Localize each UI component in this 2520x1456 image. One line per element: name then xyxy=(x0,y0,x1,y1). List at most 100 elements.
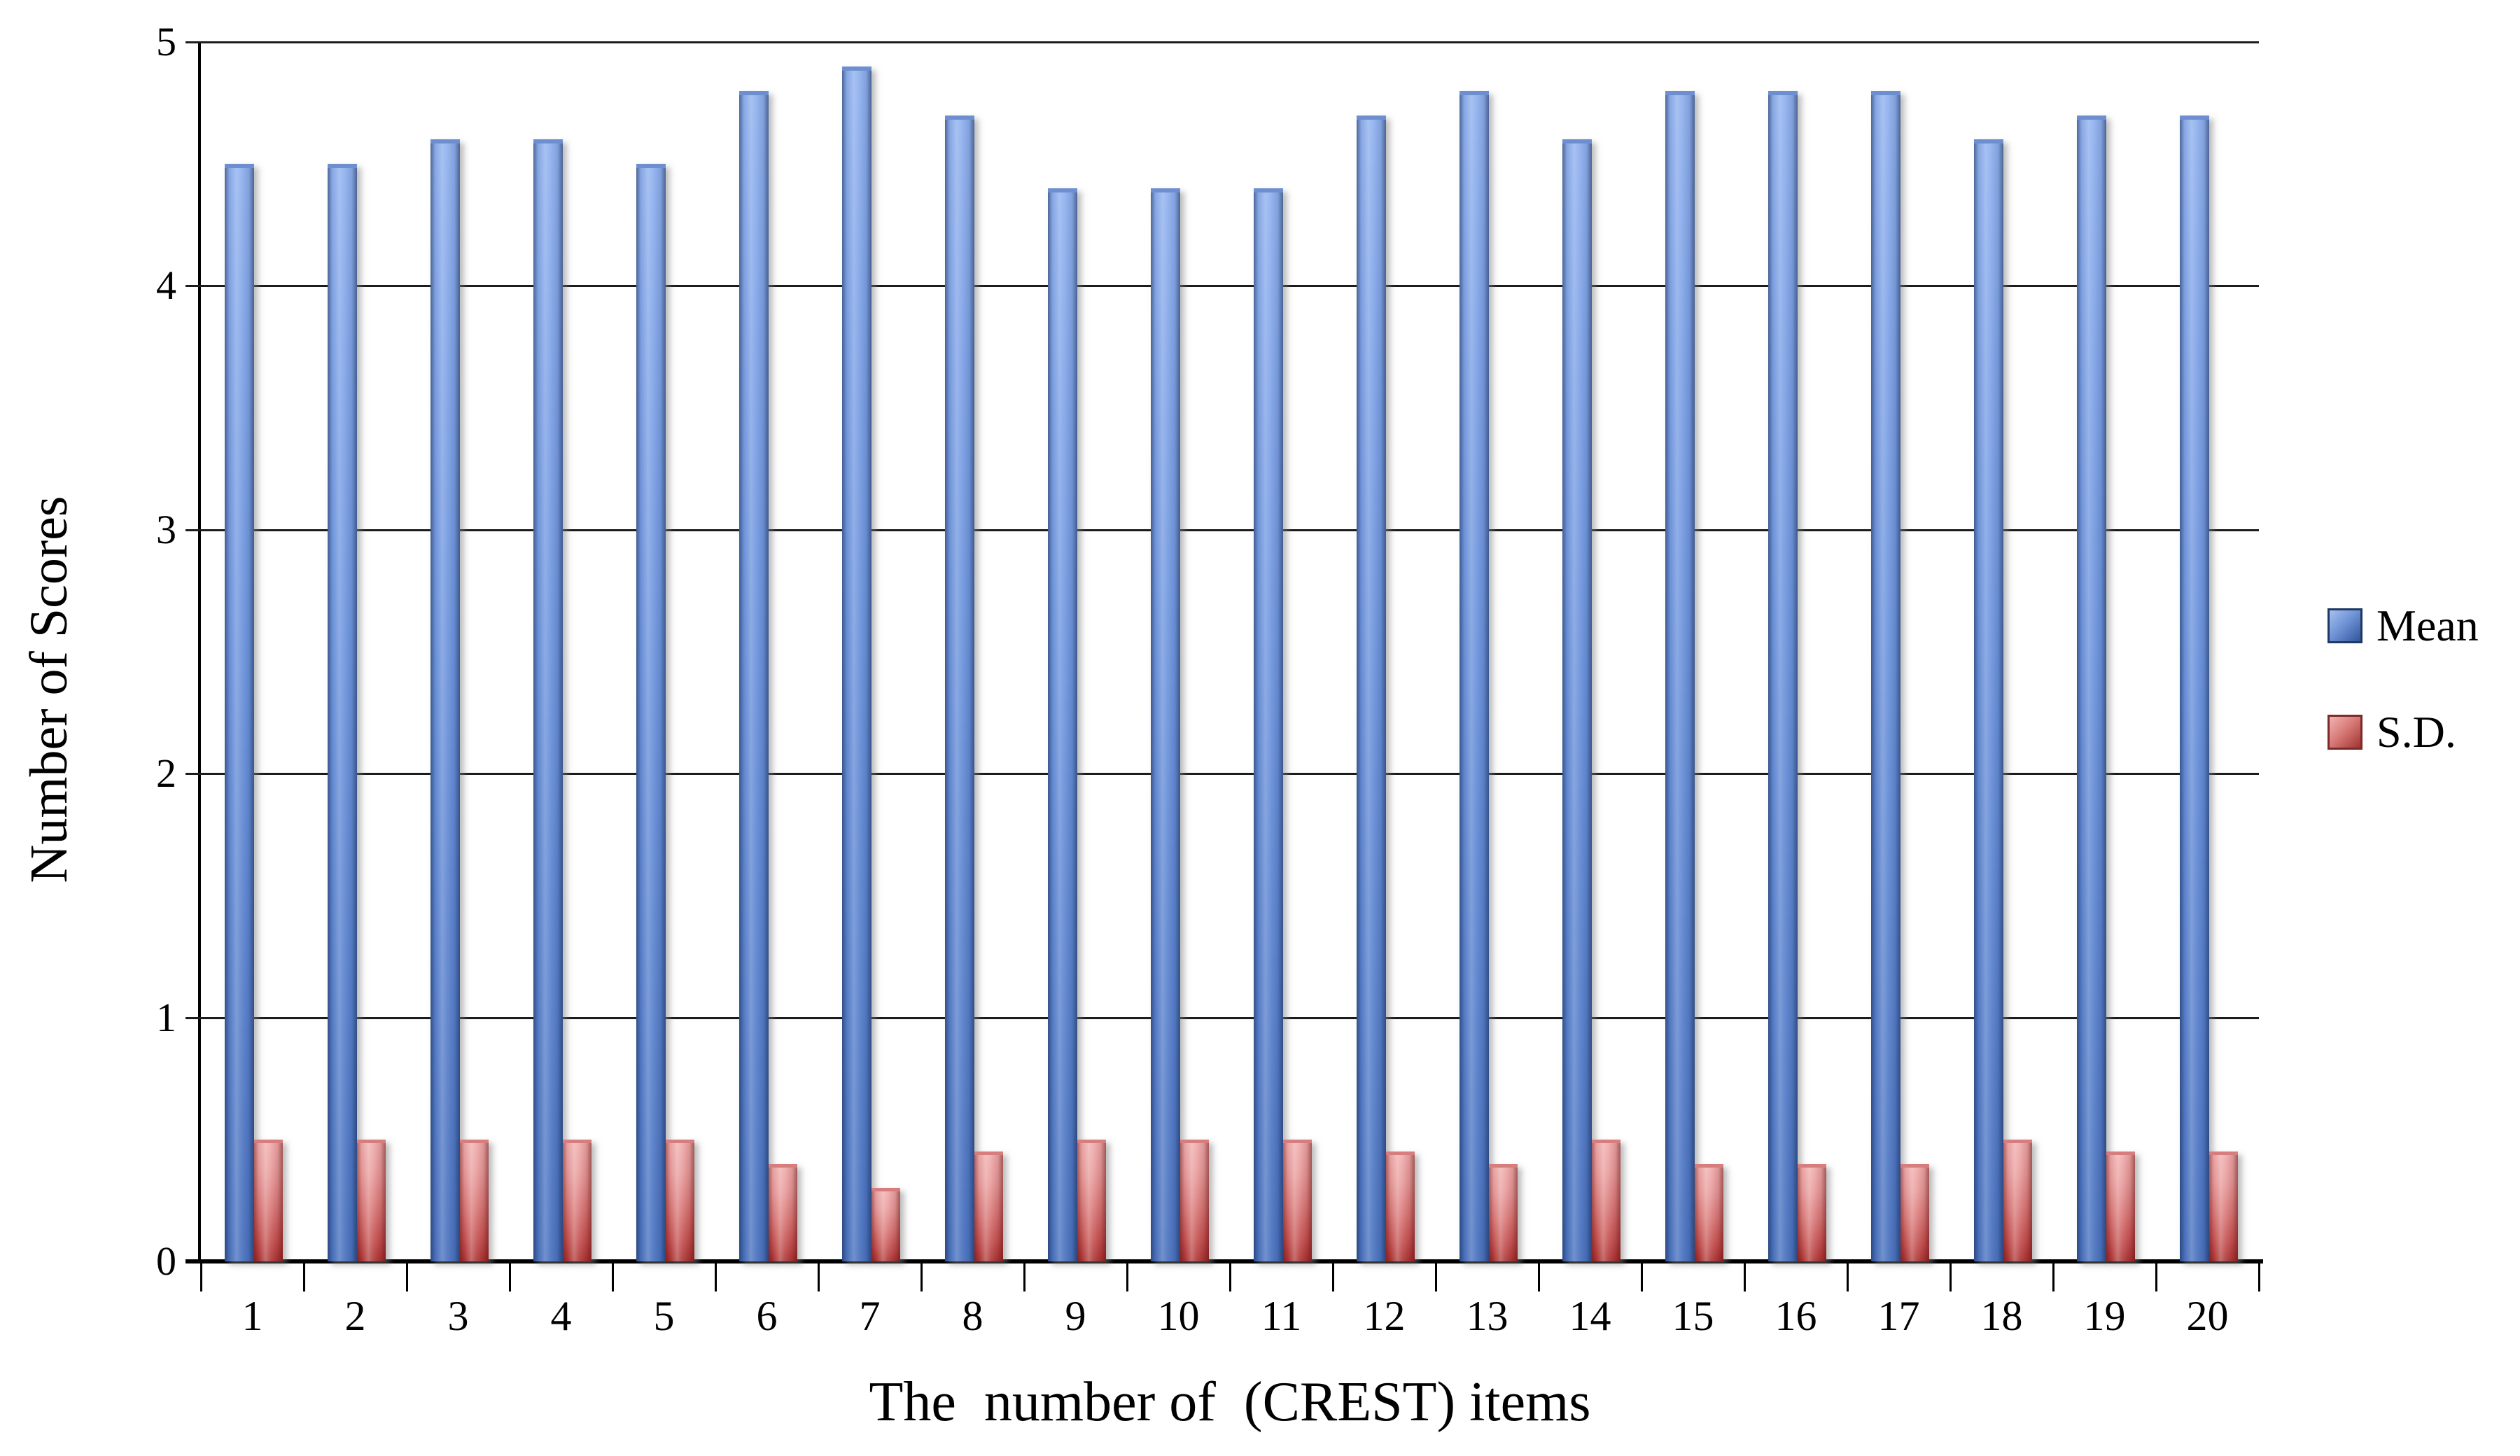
bar-sd-10 xyxy=(1180,1140,1209,1261)
x-tick-3 xyxy=(509,1264,511,1292)
x-tick-6 xyxy=(818,1264,820,1292)
bar-sd-14 xyxy=(1592,1140,1620,1261)
x-tick-label-17: 17 xyxy=(1877,1293,1920,1339)
bar-sd-5 xyxy=(666,1140,694,1261)
gridline-4 xyxy=(186,285,2259,288)
x-tick-19 xyxy=(2155,1264,2157,1292)
x-tick-14 xyxy=(1641,1264,1643,1292)
bar-sd-13 xyxy=(1489,1164,1518,1261)
bar-mean-2 xyxy=(328,164,357,1261)
bar-mean-14 xyxy=(1562,139,1592,1261)
bar-sd-16 xyxy=(1798,1164,1826,1261)
y-tick-label-2: 2 xyxy=(156,750,176,797)
legend-swatch-icon xyxy=(2328,715,2362,750)
x-tick-label-7: 7 xyxy=(859,1293,881,1339)
bar-sd-19 xyxy=(2106,1152,2135,1261)
bar-mean-10 xyxy=(1151,188,1180,1261)
gridline-5 xyxy=(186,41,2259,43)
x-tick-15 xyxy=(1744,1264,1746,1292)
legend-item-mean: Mean xyxy=(2328,603,2479,648)
bar-sd-20 xyxy=(2209,1152,2238,1261)
x-tick-7 xyxy=(920,1264,923,1292)
x-axis-line xyxy=(186,1259,2263,1264)
bar-sd-17 xyxy=(1900,1164,1929,1261)
bar-mean-20 xyxy=(2180,115,2209,1261)
x-tick-4 xyxy=(612,1264,614,1292)
x-tick-label-12: 12 xyxy=(1363,1293,1406,1339)
bar-sd-12 xyxy=(1386,1152,1415,1261)
x-tick-5 xyxy=(715,1264,717,1292)
bar-mean-7 xyxy=(842,66,872,1261)
x-tick-label-15: 15 xyxy=(1672,1293,1714,1339)
bar-mean-4 xyxy=(533,139,563,1261)
x-axis-title: The number of (CREST) items xyxy=(869,1371,1591,1433)
bar-sd-4 xyxy=(563,1140,592,1261)
bar-sd-18 xyxy=(2003,1140,2032,1261)
bar-mean-19 xyxy=(2077,115,2106,1261)
x-tick-label-6: 6 xyxy=(756,1293,778,1339)
bar-mean-9 xyxy=(1048,188,1077,1261)
x-tick-label-2: 2 xyxy=(344,1293,366,1339)
x-tick-11 xyxy=(1332,1264,1334,1292)
y-axis-line xyxy=(198,42,201,1261)
bar-sd-8 xyxy=(974,1152,1003,1261)
x-tick-13 xyxy=(1538,1264,1540,1292)
x-tick-12 xyxy=(1435,1264,1437,1292)
legend-item-sd: S.D. xyxy=(2328,710,2479,755)
y-tick-label-5: 5 xyxy=(156,19,176,64)
bar-mean-13 xyxy=(1460,91,1489,1261)
bar-mean-17 xyxy=(1871,91,1900,1261)
bar-sd-2 xyxy=(357,1140,386,1261)
x-tick-label-1: 1 xyxy=(241,1293,263,1339)
legend-label: S.D. xyxy=(2376,707,2456,757)
legend: Mean S.D. xyxy=(2328,603,2479,816)
x-tick-label-9: 9 xyxy=(1065,1293,1086,1339)
x-tick-label-4: 4 xyxy=(550,1293,572,1339)
gridline-1 xyxy=(186,1016,2259,1019)
x-tick-17 xyxy=(1949,1264,1952,1292)
bar-mean-12 xyxy=(1357,115,1386,1261)
y-tick-label-3: 3 xyxy=(156,506,176,552)
legend-label: Mean xyxy=(2376,601,2479,650)
bar-mean-11 xyxy=(1254,188,1283,1261)
x-tick-10 xyxy=(1229,1264,1231,1292)
x-tick-label-16: 16 xyxy=(1774,1293,1817,1339)
bar-sd-3 xyxy=(460,1140,489,1261)
y-tick-label-4: 4 xyxy=(156,262,176,309)
x-tick-1 xyxy=(303,1264,305,1292)
x-tick-0 xyxy=(200,1264,202,1292)
x-tick-16 xyxy=(1847,1264,1849,1292)
bar-sd-7 xyxy=(872,1188,900,1261)
x-tick-label-19: 19 xyxy=(2083,1293,2126,1339)
gridline-2 xyxy=(186,773,2259,776)
bar-mean-16 xyxy=(1768,91,1798,1261)
x-tick-label-20: 20 xyxy=(2186,1293,2229,1339)
y-tick-label-0: 0 xyxy=(156,1238,176,1284)
bar-sd-9 xyxy=(1077,1140,1106,1261)
y-tick-label-1: 1 xyxy=(156,994,176,1040)
bar-mean-3 xyxy=(430,139,460,1261)
plot-area xyxy=(186,41,2259,1261)
bar-sd-1 xyxy=(254,1140,283,1261)
bar-mean-5 xyxy=(636,164,666,1261)
x-tick-20 xyxy=(2258,1264,2260,1292)
x-tick-9 xyxy=(1126,1264,1128,1292)
x-tick-label-13: 13 xyxy=(1466,1293,1508,1339)
bar-mean-18 xyxy=(1974,139,2003,1261)
x-tick-2 xyxy=(406,1264,408,1292)
x-tick-label-5: 5 xyxy=(653,1293,675,1339)
bar-mean-1 xyxy=(225,164,254,1261)
x-tick-8 xyxy=(1023,1264,1026,1292)
x-tick-label-14: 14 xyxy=(1569,1293,1611,1339)
x-tick-18 xyxy=(2052,1264,2054,1292)
legend-swatch-icon xyxy=(2328,608,2362,643)
bar-sd-15 xyxy=(1695,1164,1723,1261)
bar-mean-6 xyxy=(739,91,769,1261)
x-tick-label-10: 10 xyxy=(1157,1293,1200,1339)
x-tick-label-8: 8 xyxy=(962,1293,983,1339)
x-tick-label-11: 11 xyxy=(1261,1293,1302,1339)
x-tick-label-3: 3 xyxy=(447,1293,469,1339)
bar-mean-15 xyxy=(1665,91,1695,1261)
bar-mean-8 xyxy=(945,115,974,1261)
